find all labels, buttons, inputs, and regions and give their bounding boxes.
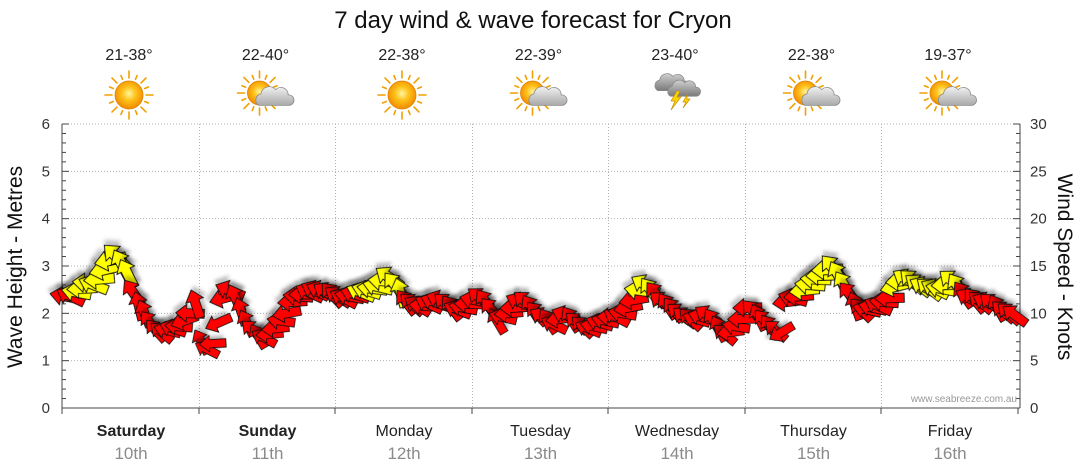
sun-cloud-icon bbox=[509, 70, 568, 116]
sun-icon bbox=[377, 70, 427, 120]
sun-cloud-icon bbox=[782, 70, 841, 116]
temperature-range: 22-38° bbox=[788, 47, 835, 64]
wind-arrows bbox=[49, 244, 1030, 360]
axes bbox=[61, 123, 1021, 414]
sun-icon bbox=[104, 70, 154, 120]
grid-lines bbox=[62, 123, 1020, 408]
left-tick-label: 1 bbox=[42, 353, 50, 370]
wind-arrow bbox=[185, 289, 206, 320]
temperature-range: 22-38° bbox=[378, 47, 425, 64]
wind-arrow bbox=[769, 321, 796, 342]
right-tick-label: 25 bbox=[1030, 163, 1047, 180]
right-axis-ticks: 0 5 10 15 20 25 30 bbox=[1030, 116, 1047, 417]
right-tick-label: 10 bbox=[1030, 305, 1047, 322]
temperature-range: 22-39° bbox=[515, 47, 562, 64]
temperature-range: 22-40° bbox=[242, 47, 289, 64]
left-axis-label: Wave Height - Metres bbox=[4, 166, 27, 368]
right-tick-label: 5 bbox=[1030, 353, 1038, 370]
watermark: www.seabreeze.com.au bbox=[910, 394, 1017, 405]
right-tick-label: 0 bbox=[1030, 400, 1038, 417]
day-name-label: Friday bbox=[928, 423, 972, 440]
wind-arrow bbox=[205, 312, 234, 333]
temperature-range: 21-38° bbox=[105, 47, 152, 64]
temperature-range: 23-40° bbox=[651, 47, 698, 64]
day-date-label: 12th bbox=[387, 444, 420, 463]
right-axis-label: Wind Speed - Knots bbox=[1053, 174, 1076, 361]
left-tick-label: 4 bbox=[42, 211, 50, 228]
day-date-label: 16th bbox=[933, 444, 966, 463]
right-tick-label: 30 bbox=[1030, 116, 1047, 133]
temperature-row: 21-38° 22-40° 22-38° 22-39° 23-40° 22-38° 19-3… bbox=[105, 47, 971, 64]
right-tick-label: 15 bbox=[1030, 258, 1047, 275]
day-date-label: 11th bbox=[252, 444, 284, 463]
wind-arrow bbox=[1002, 305, 1030, 328]
day-name-label: Monday bbox=[376, 423, 433, 440]
storm-cloud-icon bbox=[654, 73, 701, 111]
left-axis-ticks: 0 1 2 3 4 5 6 bbox=[42, 116, 50, 417]
day-name-label: Sunday bbox=[239, 423, 297, 440]
temperature-range: 19-37° bbox=[924, 47, 971, 64]
day-name-label: Tuesday bbox=[510, 423, 571, 440]
day-date-label: 13th bbox=[524, 444, 557, 463]
day-name-label: Thursday bbox=[780, 423, 847, 440]
day-date-label: 14th bbox=[660, 444, 693, 463]
day-labels: Saturday 10th Sunday 11th Monday 12th Tuesday 1… bbox=[97, 423, 972, 463]
left-tick-label: 5 bbox=[42, 163, 50, 180]
left-tick-label: 3 bbox=[42, 258, 50, 275]
sun-cloud-icon bbox=[919, 70, 977, 116]
sun-cloud-icon bbox=[236, 70, 295, 116]
left-tick-label: 2 bbox=[42, 305, 50, 322]
wind-arrow bbox=[198, 334, 227, 353]
day-date-label: 10th bbox=[114, 444, 147, 463]
day-date-label: 15th bbox=[797, 444, 830, 463]
day-name-label: Saturday bbox=[97, 423, 166, 440]
left-tick-label: 0 bbox=[42, 400, 50, 417]
right-tick-label: 20 bbox=[1030, 211, 1047, 228]
left-tick-label: 6 bbox=[42, 116, 50, 133]
day-name-label: Wednesday bbox=[635, 423, 719, 440]
chart-title: 7 day wind & wave forecast for Cryon bbox=[334, 7, 732, 34]
weather-icons-row bbox=[104, 70, 977, 120]
